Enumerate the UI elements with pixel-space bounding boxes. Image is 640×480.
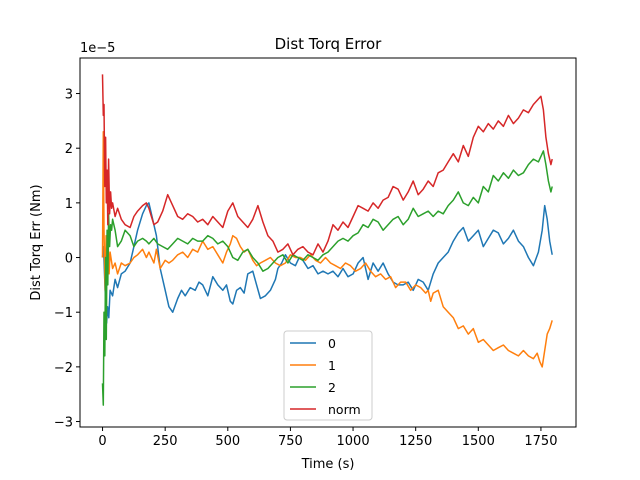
series-line-0 [101, 202, 553, 324]
x-tick-label: 0 [98, 434, 106, 449]
x-axis-label: Time (s) [301, 457, 355, 472]
legend-label-2: 2 [328, 380, 336, 395]
legend-label-0: 0 [328, 336, 336, 351]
series-line-2 [101, 150, 553, 406]
x-tick-label: 1500 [462, 434, 495, 449]
axes-frame [79, 57, 577, 428]
y-tick-label: 2 [65, 142, 73, 157]
legend: 0 1 2 norm [283, 330, 373, 421]
series-line-1 [101, 131, 553, 368]
y-axis-scale-label: 1e−5 [80, 41, 115, 56]
x-tick-label: 500 [215, 434, 240, 449]
y-tick-label: −2 [54, 361, 73, 376]
y-tick-label: 0 [65, 252, 73, 267]
x-axis-ticks: 0 250 500 750 1000 1250 1500 1750 [98, 427, 557, 449]
y-tick-label: 3 [65, 88, 73, 103]
x-tick-label: 1750 [524, 434, 557, 449]
x-tick-label: 750 [278, 434, 303, 449]
x-tick-label: 250 [153, 434, 178, 449]
y-tick-label: −1 [54, 306, 73, 321]
x-tick-label: 1000 [337, 434, 370, 449]
y-tick-label: −3 [54, 416, 73, 431]
legend-label-1: 1 [328, 358, 336, 373]
series-line-norm [101, 74, 553, 256]
plot-area [79, 57, 577, 428]
chart-title: Dist Torq Error [275, 35, 383, 53]
legend-label-norm: norm [328, 402, 361, 417]
legend-box [283, 330, 373, 421]
y-axis-label: Dist Torq Err (Nm) [29, 184, 44, 300]
x-tick-label: 1250 [399, 434, 432, 449]
y-tick-label: 1 [65, 197, 73, 212]
y-axis-ticks: −3 −2 −1 0 1 2 3 [54, 88, 80, 431]
